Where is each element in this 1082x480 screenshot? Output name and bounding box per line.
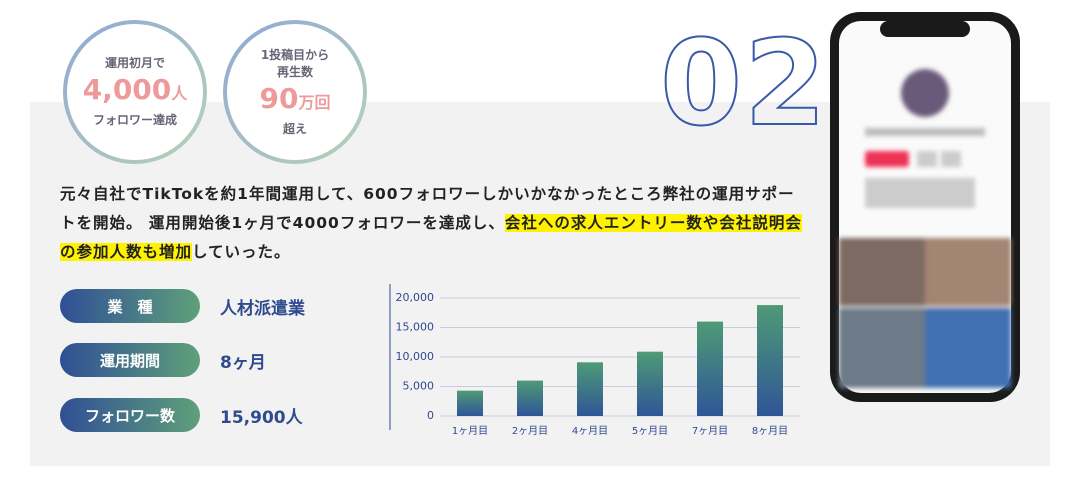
info-label: フォロワー数 — [60, 398, 200, 432]
info-value: 15,900人 — [220, 407, 303, 428]
text: 元々自社でTikTokを約1年間運用して、600フォロワーしかいかなかったところ… — [60, 185, 795, 232]
number: 90 — [259, 81, 299, 115]
badge-text: フォロワー達成 — [92, 113, 177, 127]
badge-text: 運用初月で — [104, 56, 165, 70]
chart: 0 5,000 10,000 15,000 20,000 1ヶ月目 2ヶ月目 4ヶ月目 5ヶ月目… — [389, 284, 800, 437]
x-tick-label: 4ヶ月目 — [572, 425, 608, 437]
x-tick-label: 5ヶ月目 — [632, 425, 668, 437]
badge-text: 超え — [282, 121, 307, 136]
bar — [577, 362, 603, 416]
badge: 1投稿目から 再生数 90万回 超え — [223, 20, 367, 164]
notch — [880, 21, 970, 37]
info-row: フォロワー数 15,900人 — [60, 398, 303, 432]
y-tick-label: 10,000 — [396, 350, 435, 363]
number: 4,000 — [82, 73, 172, 106]
info-row: 業 種人材派遣業 — [60, 289, 305, 323]
info-value: 8ヶ月 — [220, 352, 266, 373]
y-tick-label: 5,000 — [403, 380, 435, 393]
bar — [457, 390, 483, 416]
info-label: 運用期間 — [60, 343, 200, 377]
blurred-content — [839, 69, 1011, 388]
badge-number: 90万回 — [260, 81, 331, 121]
badge-text: 再生数 — [276, 64, 313, 79]
bar — [757, 305, 783, 416]
info-row: 運用期間 8ヶ月 — [60, 343, 266, 377]
description: 元々自社でTikTokを約1年間運用して、600フォロワーしかいかなかったところ… — [60, 180, 805, 267]
y-tick-label: 20,000 — [396, 291, 435, 304]
bar — [517, 380, 543, 416]
unit: 万回 — [298, 92, 331, 112]
x-tick-label: 8ヶ月目 — [752, 425, 788, 437]
unit: 人 — [171, 84, 188, 103]
x-tick-label: 2ヶ月目 — [512, 425, 548, 437]
info-label: 業 種 — [60, 289, 200, 323]
x-tick-label: 7ヶ月目 — [692, 425, 728, 437]
info-value: 人材派遣業 — [220, 298, 305, 319]
text: していった。 — [192, 243, 291, 261]
badge-number: 4,000人 — [83, 72, 188, 112]
section-number: 02 — [659, 14, 829, 152]
badge: 運用初月で 4,000人 フォロワー達成 — [63, 20, 207, 164]
badge-text: 1投稿目から — [260, 47, 330, 62]
x-tick-label: 1ヶ月目 — [452, 425, 488, 437]
y-tick-label: 0 — [427, 409, 434, 422]
y-tick-label: 15,000 — [396, 321, 435, 334]
bar — [697, 321, 723, 416]
bar — [637, 351, 663, 416]
phone — [830, 12, 1020, 402]
